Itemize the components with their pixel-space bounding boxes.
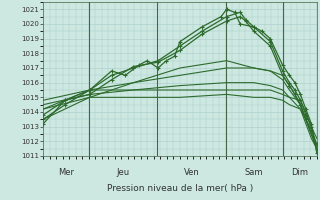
Text: Mer: Mer: [58, 168, 74, 177]
Text: Pression niveau de la mer( hPa ): Pression niveau de la mer( hPa ): [107, 184, 253, 193]
Text: Dim: Dim: [291, 168, 308, 177]
Text: Jeu: Jeu: [116, 168, 130, 177]
Text: Sam: Sam: [245, 168, 263, 177]
Text: Ven: Ven: [184, 168, 199, 177]
